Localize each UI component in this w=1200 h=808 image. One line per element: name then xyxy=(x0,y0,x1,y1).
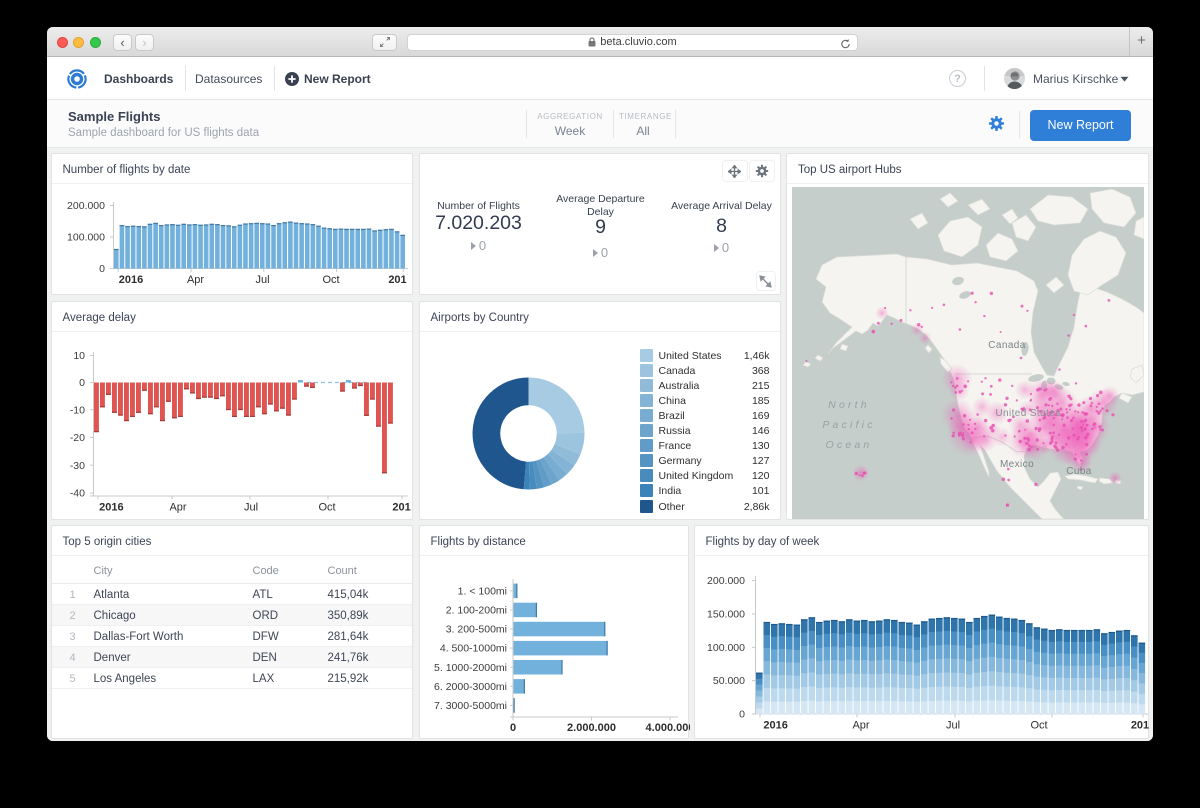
svg-text:-40: -40 xyxy=(69,487,84,499)
svg-text:1. < 100mi: 1. < 100mi xyxy=(457,585,506,597)
svg-text:Oct: Oct xyxy=(318,501,335,513)
svg-text:4.000.000: 4.000.000 xyxy=(645,722,689,734)
svg-text:4. 500-1000mi: 4. 500-1000mi xyxy=(439,643,506,655)
svg-text:-10: -10 xyxy=(69,404,84,416)
svg-text:7. 3000-5000mi: 7. 3000-5000mi xyxy=(434,700,507,712)
svg-text:0: 0 xyxy=(509,722,515,734)
svg-text:6. 2000-3000mi: 6. 2000-3000mi xyxy=(434,681,507,693)
svg-text:2016: 2016 xyxy=(99,501,123,513)
svg-text:Apr: Apr xyxy=(852,720,869,732)
svg-text:-30: -30 xyxy=(69,459,84,471)
svg-text:Apr: Apr xyxy=(186,274,203,286)
svg-text:50.000: 50.000 xyxy=(712,675,744,687)
svg-text:200.000: 200.000 xyxy=(67,200,105,212)
svg-text:2.000.000: 2.000.000 xyxy=(567,722,616,734)
svg-text:-20: -20 xyxy=(69,432,84,444)
svg-text:Jul: Jul xyxy=(945,720,959,732)
svg-text:5. 1000-2000mi: 5. 1000-2000mi xyxy=(434,662,507,674)
svg-text:Apr: Apr xyxy=(169,501,186,513)
svg-text:0: 0 xyxy=(99,263,105,275)
svg-text:0: 0 xyxy=(739,709,745,721)
svg-text:10: 10 xyxy=(73,350,85,362)
svg-text:Mexico: Mexico xyxy=(1000,459,1034,470)
svg-text:United States: United States xyxy=(995,408,1060,419)
svg-text:Cuba: Cuba xyxy=(1066,466,1092,477)
svg-text:201: 201 xyxy=(392,501,410,513)
svg-text:Oct: Oct xyxy=(1030,720,1047,732)
svg-text:Jul: Jul xyxy=(255,274,269,286)
svg-text:2. 100-200mi: 2. 100-200mi xyxy=(445,605,506,617)
svg-text:2016: 2016 xyxy=(118,274,142,286)
svg-text:Oct: Oct xyxy=(322,274,339,286)
svg-text:100.000: 100.000 xyxy=(707,642,745,654)
svg-text:Pacific: Pacific xyxy=(822,419,875,431)
svg-text:2016: 2016 xyxy=(763,720,787,732)
svg-text:201: 201 xyxy=(1130,720,1148,732)
svg-text:201: 201 xyxy=(388,274,406,286)
svg-text:Canada: Canada xyxy=(988,340,1025,351)
svg-text:200.000: 200.000 xyxy=(707,575,745,587)
svg-text:Ocean: Ocean xyxy=(826,439,873,451)
svg-text:0: 0 xyxy=(79,377,85,389)
svg-text:Jul: Jul xyxy=(243,501,257,513)
svg-text:150.000: 150.000 xyxy=(707,609,745,621)
svg-text:North: North xyxy=(828,399,870,411)
svg-text:3. 200-500mi: 3. 200-500mi xyxy=(445,624,506,636)
svg-text:100.000: 100.000 xyxy=(67,232,105,244)
